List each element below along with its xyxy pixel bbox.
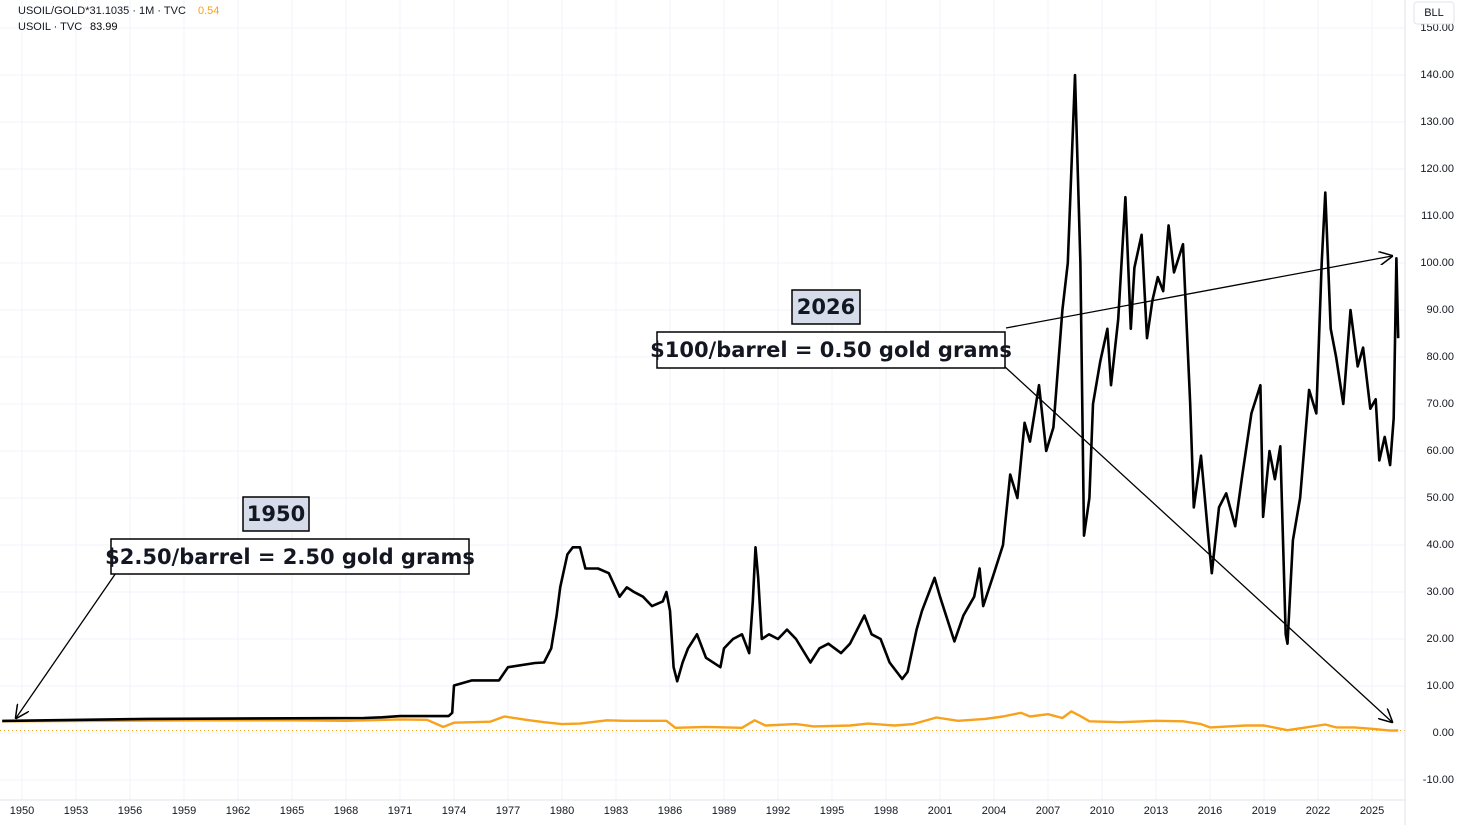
- y-tick-label: 110.00: [1421, 210, 1454, 222]
- series-line: [2, 73, 1400, 723]
- y-tick-label: 150.00: [1420, 22, 1454, 34]
- plot: [0, 73, 1405, 732]
- x-tick-label: 1962: [226, 805, 250, 817]
- y-tick-label: 0.00: [1433, 727, 1454, 739]
- y-tick-label: 60.00: [1426, 445, 1454, 457]
- x-tick-label: 2007: [1036, 805, 1060, 817]
- arrow: [1005, 256, 1392, 329]
- scale-button[interactable]: [1413, 1, 1455, 25]
- y-tick-label: 140.00: [1420, 69, 1454, 81]
- x-tick-label: 1992: [766, 805, 790, 817]
- x-tick-label: 2016: [1198, 805, 1222, 817]
- annotation-box: [791, 289, 861, 325]
- y-tick-label: 50.00: [1426, 492, 1454, 504]
- x-tick-label: 1998: [874, 805, 898, 817]
- y-tick-label: 90.00: [1426, 304, 1454, 316]
- arrow: [16, 569, 119, 718]
- annotation-box: [656, 331, 1006, 369]
- x-tick-label: 1989: [712, 805, 736, 817]
- y-tick-label: 80.00: [1426, 351, 1454, 363]
- x-tick-label: 1953: [64, 805, 88, 817]
- x-tick-label: 1980: [550, 805, 574, 817]
- x-tick-label: 1959: [172, 805, 196, 817]
- x-tick-label: 1977: [496, 805, 520, 817]
- series-line: [2, 710, 1399, 732]
- x-tick-label: 1995: [820, 805, 844, 817]
- y-tick-label: -10.00: [1423, 774, 1454, 786]
- x-tick-label: 2010: [1090, 805, 1114, 817]
- annotation-box: [242, 496, 310, 532]
- y-tick-label: 30.00: [1426, 586, 1454, 598]
- x-tick-label: 2001: [928, 805, 952, 817]
- x-tick-label: 1965: [280, 805, 304, 817]
- x-tick-label: 1974: [442, 805, 466, 817]
- axes: -10.00 0.00 10.00 20.00 30.00 40.00 50.00 60.00…: [10, 22, 1454, 817]
- arrow: [1003, 365, 1392, 722]
- y-tick-label: 70.00: [1426, 398, 1454, 410]
- x-tick-label: 1983: [604, 805, 628, 817]
- x-tick-label: 2019: [1252, 805, 1276, 817]
- annotation-box: [110, 538, 470, 575]
- scale-button-label[interactable]: BLL: [1424, 7, 1444, 19]
- annotation-year: 2026: [797, 295, 855, 319]
- x-tick-label: 2013: [1144, 805, 1168, 817]
- x-tick-label: 2022: [1306, 805, 1330, 817]
- annotation-text: $100/barrel = 0.50 gold grams: [650, 338, 1012, 362]
- legend-label: USOIL · TVC: [18, 21, 82, 33]
- x-tick-label: 2004: [982, 805, 1006, 817]
- y-tick-label: 10.00: [1426, 680, 1454, 692]
- legend-value: 83.99: [90, 21, 118, 33]
- legend-value: 0.54: [198, 5, 219, 17]
- x-tick-label: 1968: [334, 805, 358, 817]
- annotation-year: 1950: [247, 502, 305, 526]
- y-tick-label: 100.00: [1420, 257, 1454, 269]
- x-tick-label: 1956: [118, 805, 142, 817]
- x-tick-label: 1971: [388, 805, 412, 817]
- x-tick-label: 2025: [1360, 805, 1384, 817]
- y-tick-label: 130.00: [1420, 116, 1454, 128]
- legend-label: USOIL/GOLD*31.1035 · 1M · TVC: [18, 5, 186, 17]
- x-tick-label: 1950: [10, 805, 34, 817]
- y-tick-label: 20.00: [1426, 633, 1454, 645]
- x-tick-label: 1986: [658, 805, 682, 817]
- y-tick-label: 40.00: [1426, 539, 1454, 551]
- y-tick-label: 120.00: [1420, 163, 1454, 175]
- annotation-text: $2.50/barrel = 2.50 gold grams: [105, 545, 475, 569]
